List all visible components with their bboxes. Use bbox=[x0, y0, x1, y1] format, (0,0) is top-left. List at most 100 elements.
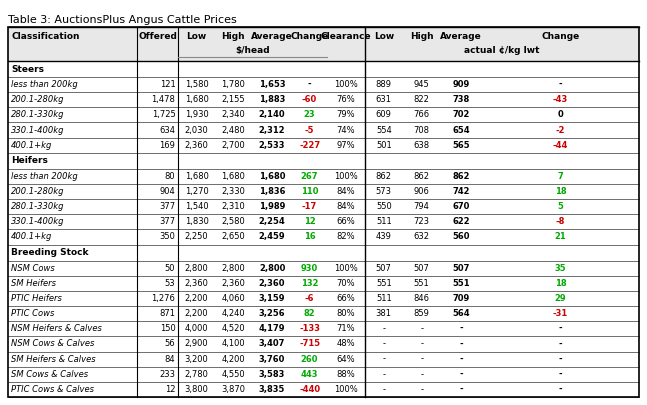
Text: -: - bbox=[420, 370, 423, 379]
Text: 702: 702 bbox=[452, 111, 470, 119]
Text: PTIC Cows & Calves: PTIC Cows & Calves bbox=[11, 385, 94, 394]
Text: -43: -43 bbox=[553, 95, 568, 104]
Text: 889: 889 bbox=[376, 80, 392, 89]
Bar bbox=[8, 27, 639, 61]
Text: 2,360: 2,360 bbox=[259, 279, 285, 288]
Text: 909: 909 bbox=[452, 80, 470, 89]
Text: Offered: Offered bbox=[138, 32, 177, 41]
Text: 507: 507 bbox=[413, 264, 430, 273]
Text: 1,680: 1,680 bbox=[259, 172, 285, 181]
Text: 565: 565 bbox=[452, 141, 470, 150]
Text: Low: Low bbox=[186, 32, 207, 41]
Text: 511: 511 bbox=[376, 217, 391, 226]
Text: -: - bbox=[459, 355, 463, 364]
Text: 70%: 70% bbox=[336, 279, 355, 288]
Text: 794: 794 bbox=[413, 202, 430, 211]
Text: 53: 53 bbox=[165, 279, 175, 288]
Text: 1,478: 1,478 bbox=[151, 95, 175, 104]
Text: 631: 631 bbox=[376, 95, 392, 104]
Text: 2,780: 2,780 bbox=[185, 370, 208, 379]
Text: 280.1-330kg: 280.1-330kg bbox=[11, 202, 65, 211]
Text: 862: 862 bbox=[452, 172, 470, 181]
Text: -: - bbox=[382, 339, 385, 348]
Text: Clearance: Clearance bbox=[320, 32, 371, 41]
Text: 738: 738 bbox=[452, 95, 470, 104]
Text: 169: 169 bbox=[160, 141, 175, 150]
Text: 822: 822 bbox=[413, 95, 430, 104]
Text: Classification: Classification bbox=[11, 32, 80, 41]
Text: 5: 5 bbox=[558, 202, 564, 211]
Text: 507: 507 bbox=[376, 264, 391, 273]
Text: 554: 554 bbox=[376, 126, 391, 134]
Text: 4,200: 4,200 bbox=[221, 355, 245, 364]
Text: 766: 766 bbox=[413, 111, 430, 119]
Text: 100%: 100% bbox=[334, 172, 357, 181]
Text: -44: -44 bbox=[553, 141, 568, 150]
Text: Average: Average bbox=[251, 32, 293, 41]
Text: -: - bbox=[459, 324, 463, 333]
Text: -: - bbox=[382, 385, 385, 394]
Text: 84%: 84% bbox=[336, 187, 355, 196]
Text: 330.1-400kg: 330.1-400kg bbox=[11, 126, 65, 134]
Text: -: - bbox=[558, 324, 562, 333]
Text: 2,580: 2,580 bbox=[221, 217, 245, 226]
Text: 350: 350 bbox=[160, 232, 175, 241]
Text: 330.1-400kg: 330.1-400kg bbox=[11, 217, 65, 226]
Text: 66%: 66% bbox=[336, 217, 355, 226]
Text: 2,800: 2,800 bbox=[221, 264, 245, 273]
Text: 150: 150 bbox=[160, 324, 175, 333]
Text: 84%: 84% bbox=[336, 202, 355, 211]
Text: 377: 377 bbox=[159, 202, 175, 211]
Text: 80%: 80% bbox=[336, 309, 355, 318]
Text: 2,155: 2,155 bbox=[221, 95, 245, 104]
Text: 16: 16 bbox=[303, 232, 316, 241]
Text: Table 3: AuctionsPlus Angus Cattle Prices: Table 3: AuctionsPlus Angus Cattle Price… bbox=[8, 15, 237, 25]
Text: 50: 50 bbox=[165, 264, 175, 273]
Text: 2,900: 2,900 bbox=[185, 339, 208, 348]
Text: 4,520: 4,520 bbox=[221, 324, 245, 333]
Text: 859: 859 bbox=[413, 309, 430, 318]
Text: SM Heifers & Calves: SM Heifers & Calves bbox=[11, 355, 96, 364]
Text: 2,254: 2,254 bbox=[259, 217, 285, 226]
Text: 71%: 71% bbox=[336, 324, 355, 333]
Text: 12: 12 bbox=[165, 385, 175, 394]
Text: actual ¢/kg lwt: actual ¢/kg lwt bbox=[464, 46, 540, 55]
Text: 3,800: 3,800 bbox=[185, 385, 208, 394]
Text: 2,360: 2,360 bbox=[185, 141, 208, 150]
Text: 4,550: 4,550 bbox=[221, 370, 245, 379]
Text: -: - bbox=[459, 370, 463, 379]
Text: 1,270: 1,270 bbox=[185, 187, 208, 196]
Text: 29: 29 bbox=[554, 294, 566, 303]
Text: 3,200: 3,200 bbox=[185, 355, 208, 364]
Text: 121: 121 bbox=[160, 80, 175, 89]
Text: 233: 233 bbox=[159, 370, 175, 379]
Text: -17: -17 bbox=[302, 202, 317, 211]
Text: 2,330: 2,330 bbox=[221, 187, 245, 196]
Text: -: - bbox=[459, 385, 463, 394]
Text: 1,883: 1,883 bbox=[259, 95, 285, 104]
Text: 564: 564 bbox=[452, 309, 470, 318]
Text: 4,179: 4,179 bbox=[259, 324, 285, 333]
Text: 443: 443 bbox=[301, 370, 318, 379]
Text: 200.1-280kg: 200.1-280kg bbox=[11, 187, 65, 196]
Text: 18: 18 bbox=[554, 279, 566, 288]
Text: 2,480: 2,480 bbox=[221, 126, 245, 134]
Text: 511: 511 bbox=[376, 294, 391, 303]
Text: 3,159: 3,159 bbox=[259, 294, 285, 303]
Text: 4,100: 4,100 bbox=[221, 339, 245, 348]
Text: 82%: 82% bbox=[336, 232, 355, 241]
Text: 862: 862 bbox=[376, 172, 392, 181]
Text: 74%: 74% bbox=[336, 126, 355, 134]
Text: NSM Cows & Calves: NSM Cows & Calves bbox=[11, 339, 94, 348]
Text: 2,459: 2,459 bbox=[259, 232, 285, 241]
Text: PTIC Cows: PTIC Cows bbox=[11, 309, 54, 318]
Text: 4,060: 4,060 bbox=[221, 294, 245, 303]
Text: -5: -5 bbox=[305, 126, 314, 134]
Text: 871: 871 bbox=[159, 309, 175, 318]
Text: 2,360: 2,360 bbox=[221, 279, 245, 288]
Text: $/head: $/head bbox=[236, 46, 270, 55]
Text: 1,653: 1,653 bbox=[259, 80, 285, 89]
Text: -31: -31 bbox=[553, 309, 568, 318]
Text: NSM Cows: NSM Cows bbox=[11, 264, 55, 273]
Text: 708: 708 bbox=[413, 126, 430, 134]
